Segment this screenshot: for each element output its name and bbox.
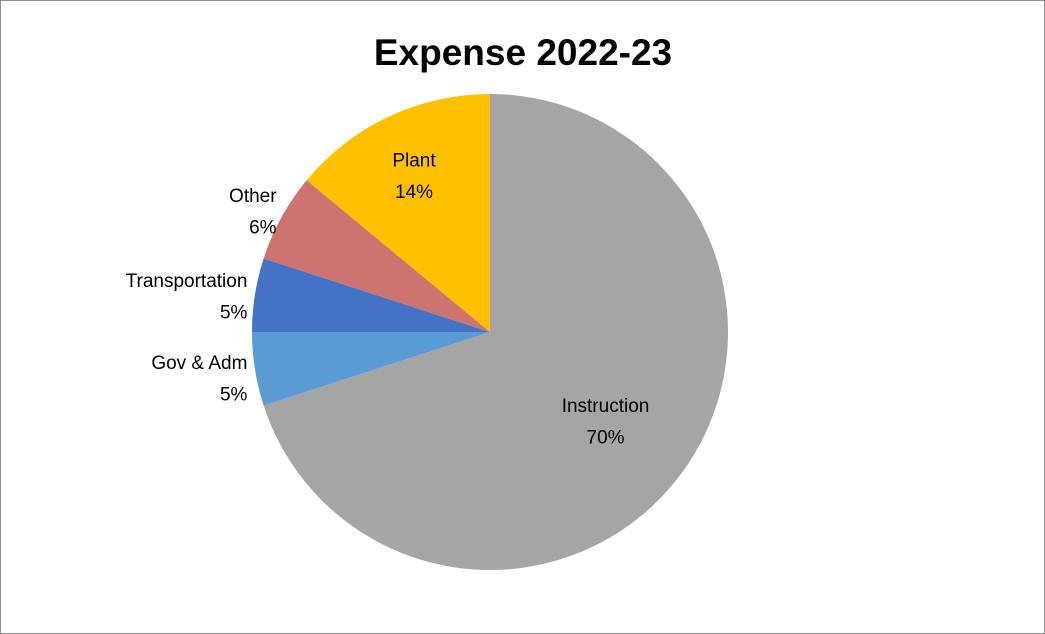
slice-label-value: 14%	[395, 182, 433, 203]
slice-label-value: 70%	[587, 427, 625, 448]
slice-label-name: Gov & Adm	[151, 353, 247, 374]
pie-slice	[263, 180, 490, 332]
slice-label: Other 6%	[229, 186, 277, 238]
pie-slice	[252, 258, 490, 332]
slice-label-name: Other	[229, 186, 277, 207]
slice-label-value: 5%	[220, 385, 248, 406]
slice-label: Instruction 70%	[562, 396, 650, 448]
chart-title: Expense 2022-23	[374, 32, 672, 73]
slice-label-name: Plant	[392, 151, 436, 172]
slice-label: Gov & Adm 5%	[151, 353, 247, 405]
pie-slice	[306, 94, 490, 332]
slice-label-name: Instruction	[562, 396, 650, 417]
pie-slice	[263, 94, 729, 571]
slice-label: Plant 14%	[392, 151, 436, 203]
slice-label: Transportation 5%	[126, 271, 248, 323]
slice-label-name: Transportation	[126, 271, 248, 292]
pie-slice	[252, 332, 490, 406]
slice-label-value: 5%	[220, 303, 248, 324]
slice-label-value: 6%	[249, 217, 277, 238]
